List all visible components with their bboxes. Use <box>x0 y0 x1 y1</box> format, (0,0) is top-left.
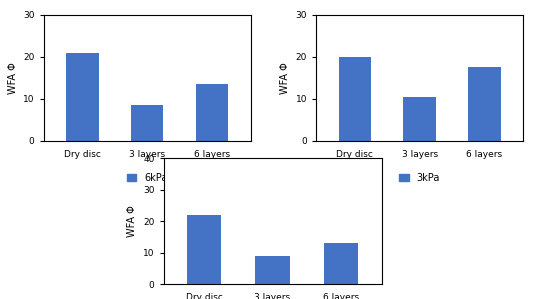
Bar <box>66 53 99 141</box>
Bar <box>324 243 358 284</box>
Y-axis label: WFA Φ: WFA Φ <box>280 62 290 94</box>
Bar <box>403 97 436 141</box>
Y-axis label: WFA Φ: WFA Φ <box>128 205 137 237</box>
Bar <box>131 105 163 141</box>
Bar <box>196 84 228 141</box>
Bar <box>256 256 289 284</box>
Bar <box>339 57 371 141</box>
Legend: 6kPa: 6kPa <box>126 173 168 183</box>
Bar <box>468 67 500 141</box>
Bar <box>187 215 221 284</box>
Legend: 3kPa: 3kPa <box>399 173 440 183</box>
Y-axis label: WFA Φ: WFA Φ <box>8 62 17 94</box>
